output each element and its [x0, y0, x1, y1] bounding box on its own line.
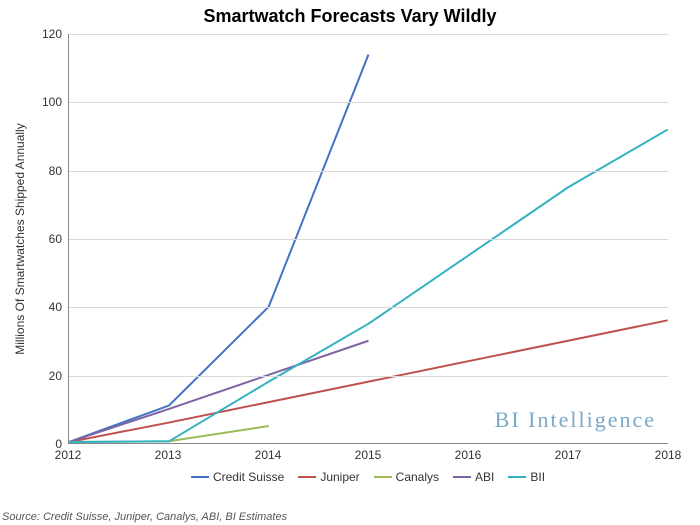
legend-label: Canalys	[396, 470, 439, 484]
gridline	[69, 34, 668, 35]
y-tick-label: 20	[34, 369, 62, 383]
legend-swatch	[374, 476, 392, 478]
watermark: BI Intelligence	[495, 407, 656, 433]
chart-container: Smartwatch Forecasts Vary Wildly BI Inte…	[0, 0, 700, 525]
series-line	[69, 129, 668, 442]
y-tick-label: 60	[34, 232, 62, 246]
gridline	[69, 171, 668, 172]
legend-swatch	[508, 476, 526, 478]
source-text: Source: Credit Suisse, Juniper, Canalys,…	[2, 511, 287, 523]
legend-label: Juniper	[320, 470, 359, 484]
y-axis-label: Millions Of Smartwatches Shipped Annuall…	[13, 123, 27, 354]
x-tick-label: 2015	[355, 448, 382, 462]
gridline	[69, 102, 668, 103]
legend-item: ABI	[453, 470, 494, 484]
plot-area: BI Intelligence	[68, 34, 668, 444]
legend-item: Juniper	[298, 470, 359, 484]
gridline	[69, 376, 668, 377]
legend-swatch	[298, 476, 316, 478]
legend-swatch	[453, 476, 471, 478]
legend-item: Canalys	[374, 470, 439, 484]
x-tick-label: 2016	[455, 448, 482, 462]
series-line	[69, 426, 269, 442]
y-tick-label: 100	[34, 95, 62, 109]
legend-label: BII	[530, 470, 545, 484]
series-line	[69, 54, 368, 442]
gridline	[69, 307, 668, 308]
legend: Credit Suisse Juniper Canalys ABI BII	[68, 470, 668, 484]
legend-item: BII	[508, 470, 545, 484]
x-tick-label: 2017	[555, 448, 582, 462]
legend-item: Credit Suisse	[191, 470, 284, 484]
x-tick-label: 2012	[55, 448, 82, 462]
legend-swatch	[191, 476, 209, 478]
x-tick-label: 2018	[655, 448, 682, 462]
chart-title: Smartwatch Forecasts Vary Wildly	[0, 6, 700, 27]
legend-label: Credit Suisse	[213, 470, 284, 484]
y-tick-label: 80	[34, 164, 62, 178]
x-tick-label: 2014	[255, 448, 282, 462]
gridline	[69, 239, 668, 240]
y-tick-label: 120	[34, 27, 62, 41]
legend-label: ABI	[475, 470, 494, 484]
y-tick-label: 40	[34, 300, 62, 314]
x-tick-label: 2013	[155, 448, 182, 462]
